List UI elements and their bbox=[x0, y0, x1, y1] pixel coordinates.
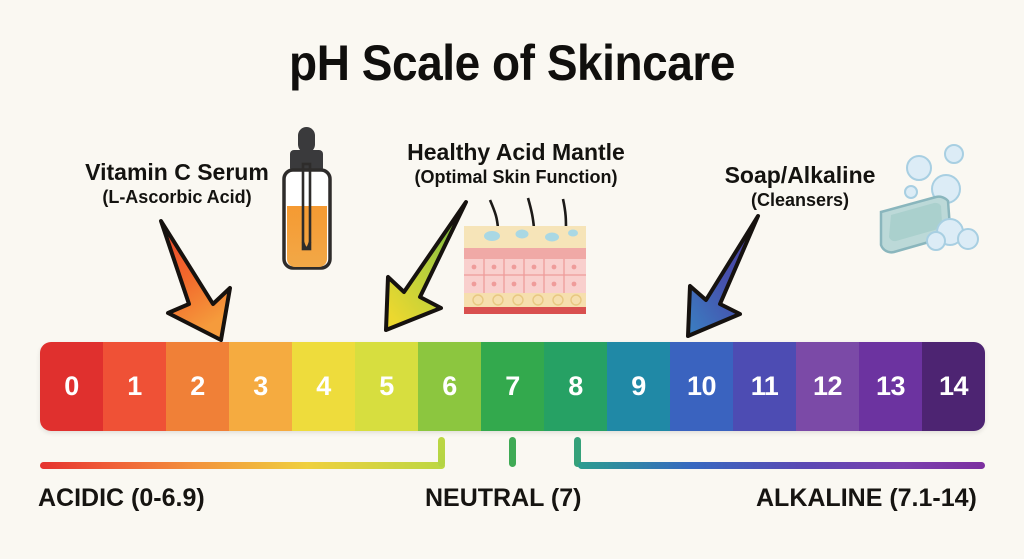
annotation-label-secondary: (Cleansers) bbox=[750, 189, 850, 210]
ph-band-4[interactable]: 4 bbox=[292, 342, 355, 431]
annotation-label-secondary: (Optimal Skin Function) bbox=[414, 166, 618, 187]
ph-band-13[interactable]: 13 bbox=[859, 342, 922, 431]
dropper-bottle-icon bbox=[276, 124, 338, 279]
ph-band-0[interactable]: 0 bbox=[40, 342, 103, 431]
arrow-down-left-icon bbox=[362, 198, 477, 343]
annotation-label-primary: Vitamin C Serum bbox=[85, 159, 269, 185]
ph-band-9[interactable]: 9 bbox=[607, 342, 670, 431]
annotation-label-primary: Healthy Acid Mantle bbox=[407, 139, 625, 165]
arrow-down-left-icon bbox=[662, 212, 772, 347]
page-title: pH Scale of Skincare bbox=[289, 35, 735, 91]
ph-band-3[interactable]: 3 bbox=[229, 342, 292, 431]
annotation-vitamin-c-serum: Vitamin C Serum (L-Ascorbic Acid) bbox=[72, 160, 282, 208]
ph-band-12[interactable]: 12 bbox=[796, 342, 859, 431]
alkaline-range-bar bbox=[578, 462, 985, 469]
ph-band-7[interactable]: 7 bbox=[481, 342, 544, 431]
legend-label-acidic: ACIDIC (0-6.9) bbox=[38, 484, 205, 512]
ph-band-8[interactable]: 8 bbox=[544, 342, 607, 431]
annotation-healthy-acid-mantle: Healthy Acid Mantle (Optimal Skin Functi… bbox=[385, 140, 647, 188]
ph-band-6[interactable]: 6 bbox=[418, 342, 481, 431]
ph-scale-bar: 0 1 2 3 4 5 6 7 8 9 10 11 12 13 14 bbox=[40, 342, 985, 431]
acidic-range-end-tick bbox=[438, 437, 445, 467]
annotation-label-secondary: (L-Ascorbic Acid) bbox=[102, 186, 252, 207]
legend-label-neutral: NEUTRAL (7) bbox=[425, 484, 582, 512]
ph-band-1[interactable]: 1 bbox=[103, 342, 166, 431]
annotation-soap-alkaline: Soap/Alkaline (Cleansers) bbox=[700, 163, 900, 211]
alkaline-range-start-tick bbox=[574, 437, 581, 467]
soap-bar-icon bbox=[878, 140, 1006, 273]
neutral-marker-tick bbox=[509, 437, 516, 467]
annotation-label-primary: Soap/Alkaline bbox=[724, 162, 876, 188]
legend-label-alkaline: ALKALINE (7.1-14) bbox=[756, 484, 977, 512]
acidic-range-bar bbox=[40, 462, 445, 469]
ph-band-14[interactable]: 14 bbox=[922, 342, 985, 431]
ph-band-10[interactable]: 10 bbox=[670, 342, 733, 431]
ph-band-5[interactable]: 5 bbox=[355, 342, 418, 431]
ph-band-11[interactable]: 11 bbox=[733, 342, 796, 431]
arrow-down-right-icon bbox=[150, 218, 260, 353]
ph-band-2[interactable]: 2 bbox=[166, 342, 229, 431]
ph-legend: ACIDIC (0-6.9) NEUTRAL (7) ALKALINE (7.1… bbox=[0, 437, 1024, 540]
skin-cross-section-icon bbox=[460, 196, 590, 319]
